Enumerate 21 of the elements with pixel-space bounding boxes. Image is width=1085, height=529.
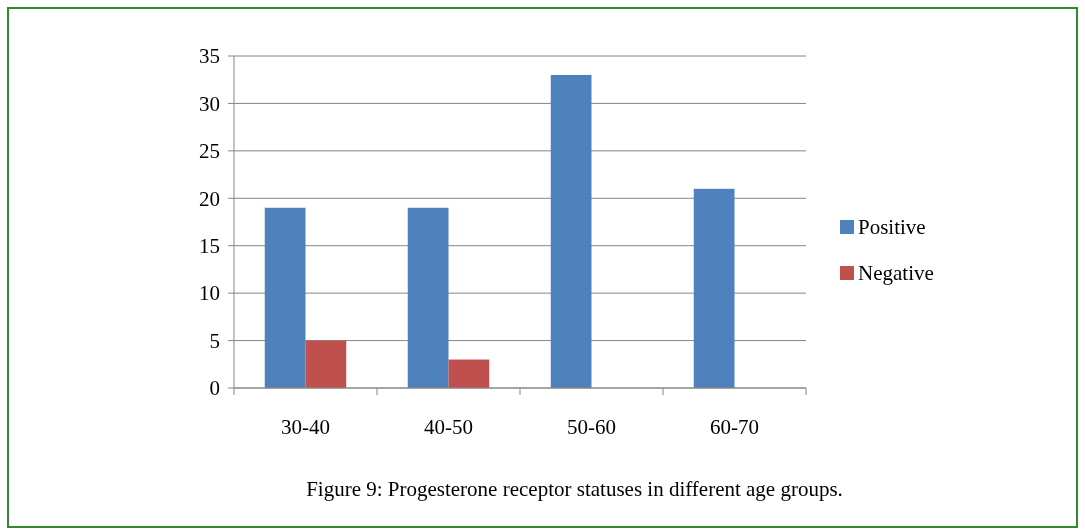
legend-label: Negative (858, 261, 934, 286)
bar (693, 188, 735, 388)
y-tick-label: 25 (199, 139, 220, 164)
x-tick-label: 60-70 (710, 415, 759, 439)
y-tick-label: 10 (199, 281, 220, 306)
bar (407, 207, 449, 388)
y-tick-label: 35 (199, 44, 220, 69)
y-tick-label: 5 (209, 328, 220, 353)
bar (550, 74, 592, 388)
y-tick-label: 0 (209, 376, 220, 401)
legend-label: Positive (858, 215, 926, 240)
bar (264, 207, 306, 388)
caption: Figure 9: Progesterone receptor statuses in different age groups. (306, 477, 843, 501)
y-tick-label: 20 (199, 186, 220, 211)
x-tick-label: 50-60 (567, 415, 616, 439)
x-tick-label: 30-40 (281, 415, 330, 439)
bar (305, 340, 347, 388)
x-tick-label: 40-50 (424, 415, 473, 439)
y-tick-label: 15 (199, 234, 220, 259)
bar (448, 359, 490, 388)
y-tick-label: 30 (199, 91, 220, 116)
